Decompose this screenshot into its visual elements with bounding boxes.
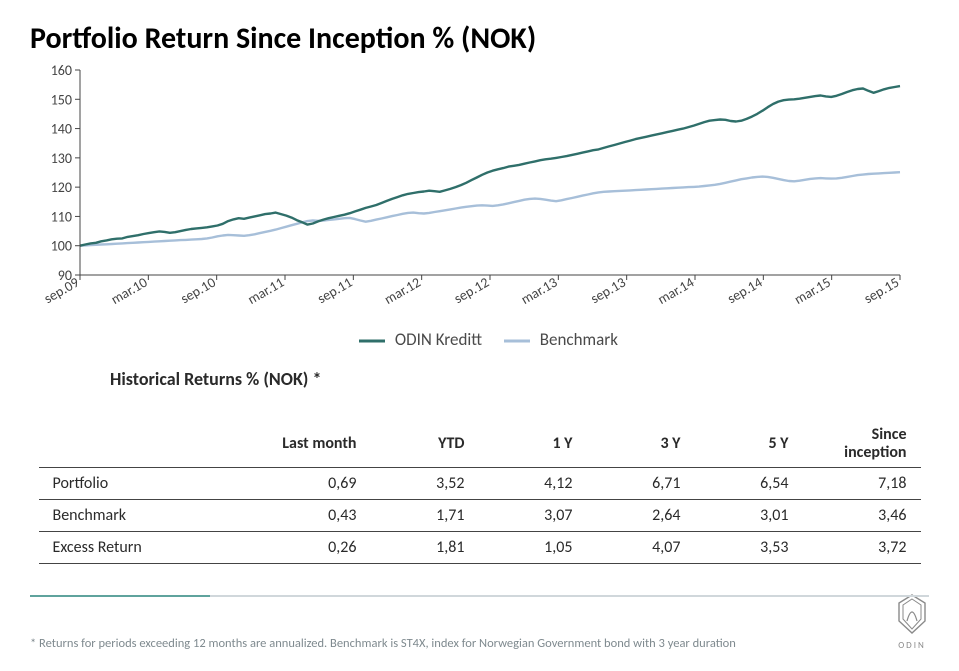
- returns-table: Last monthYTD1 Y3 Y5 YSinceinception Por…: [39, 420, 921, 564]
- svg-text:sep.10: sep.10: [178, 274, 219, 307]
- brand-logo: ODIN: [895, 593, 929, 651]
- table-row: Excess Return0,261,811,054,073,533,72: [39, 532, 921, 564]
- table-header: 1 Y: [479, 420, 587, 468]
- table-cell: 1,05: [479, 532, 587, 564]
- return-chart: 90100110120130140150160sep.09mar.10sep.1…: [30, 65, 910, 325]
- table-cell: 3,07: [479, 500, 587, 532]
- svg-text:110: 110: [51, 208, 72, 225]
- legend-label: Benchmark: [540, 329, 618, 350]
- table-cell: 1,81: [371, 532, 479, 564]
- svg-text:sep.13: sep.13: [588, 274, 629, 307]
- chart-legend: ODIN Kreditt Benchmark: [30, 329, 929, 350]
- table-cell: 6,71: [587, 468, 695, 500]
- brand-text: ODIN: [895, 640, 929, 651]
- svg-text:150: 150: [51, 91, 72, 108]
- table-header: YTD: [371, 420, 479, 468]
- table-header: Last month: [243, 420, 371, 468]
- table-cell: 3,01: [695, 500, 803, 532]
- svg-text:120: 120: [51, 179, 72, 196]
- table-cell: 7,18: [803, 468, 921, 500]
- table-row: Portfolio0,693,524,126,716,547,18: [39, 468, 921, 500]
- table-cell: 0,26: [243, 532, 371, 564]
- table-cell: 0,69: [243, 468, 371, 500]
- svg-text:mar.11: mar.11: [245, 274, 287, 308]
- row-label: Benchmark: [39, 500, 243, 532]
- svg-text:130: 130: [51, 150, 72, 167]
- table-cell: 1,71: [371, 500, 479, 532]
- svg-text:mar.13: mar.13: [518, 274, 560, 308]
- row-label: Excess Return: [39, 532, 243, 564]
- table-header: 5 Y: [695, 420, 803, 468]
- legend-swatch-benchmark: [504, 338, 530, 344]
- legend-label: ODIN Kreditt: [395, 329, 482, 350]
- svg-text:sep.11: sep.11: [314, 274, 355, 307]
- svg-text:160: 160: [51, 65, 72, 79]
- table-cell: 4,12: [479, 468, 587, 500]
- svg-text:100: 100: [51, 238, 72, 255]
- table-subheading: Historical Returns % (NOK) *: [110, 368, 929, 390]
- svg-text:sep.14: sep.14: [724, 274, 765, 307]
- row-label: Portfolio: [39, 468, 243, 500]
- legend-item-benchmark: Benchmark: [486, 329, 618, 350]
- footer-divider: [30, 594, 929, 598]
- table-cell: 3,53: [695, 532, 803, 564]
- table-header: 3 Y: [587, 420, 695, 468]
- footnote: * Returns for periods exceeding 12 month…: [30, 636, 875, 651]
- table-cell: 4,07: [587, 532, 695, 564]
- table-cell: 6,54: [695, 468, 803, 500]
- svg-text:mar.10: mar.10: [108, 274, 150, 308]
- svg-text:mar.15: mar.15: [791, 274, 833, 308]
- svg-text:sep.15: sep.15: [861, 274, 902, 307]
- table-cell: 3,46: [803, 500, 921, 532]
- svg-text:mar.14: mar.14: [655, 274, 697, 308]
- svg-text:sep.12: sep.12: [451, 274, 492, 307]
- table-cell: 0,43: [243, 500, 371, 532]
- table-cell: 2,64: [587, 500, 695, 532]
- svg-text:mar.12: mar.12: [381, 274, 423, 308]
- table-cell: 3,72: [803, 532, 921, 564]
- legend-item-odin: ODIN Kreditt: [341, 329, 486, 350]
- page-title: Portfolio Return Since Inception % (NOK): [30, 20, 929, 57]
- table-header: Sinceinception: [803, 420, 921, 468]
- table-row: Benchmark0,431,713,072,643,013,46: [39, 500, 921, 532]
- table-cell: 3,52: [371, 468, 479, 500]
- table-header: [39, 420, 243, 468]
- legend-swatch-odin: [359, 338, 385, 344]
- svg-text:140: 140: [51, 121, 72, 138]
